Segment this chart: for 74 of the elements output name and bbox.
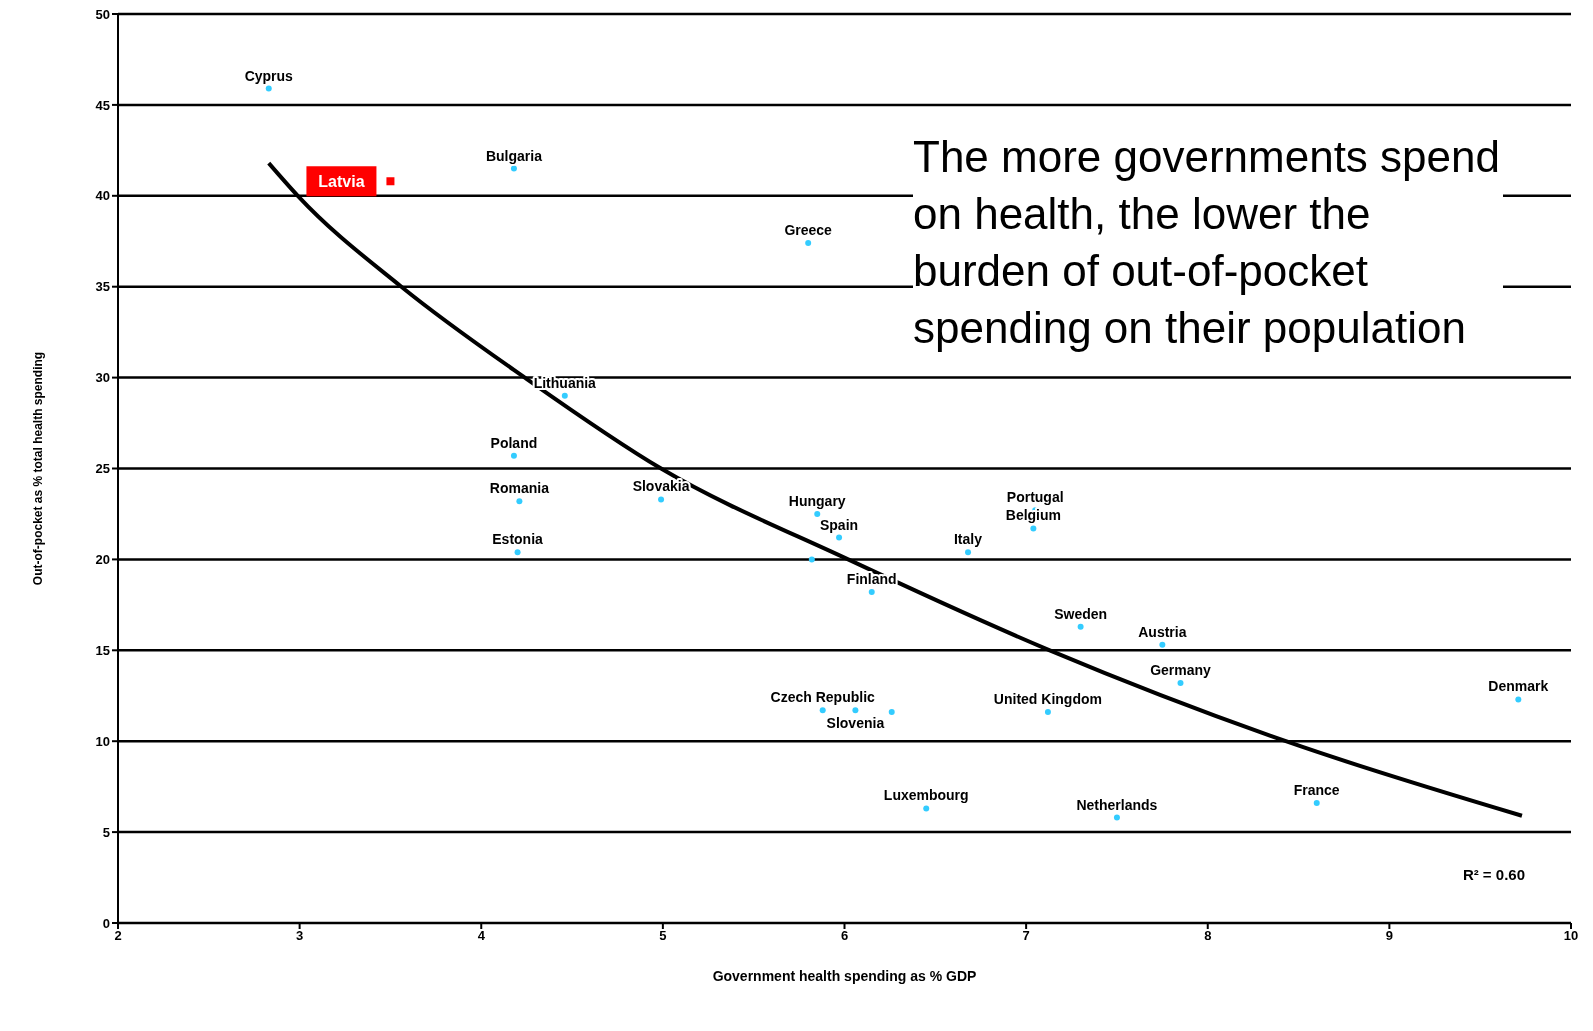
x-tick-label: 6 [840,928,849,944]
y-tick-label: 25 [95,461,110,477]
point [1515,696,1522,703]
data-label: Lithuania [533,374,597,391]
point [510,452,517,459]
point [1177,680,1184,687]
point [1044,709,1051,716]
data-label: Spain [819,516,859,533]
data-label: Romania [489,480,550,497]
point [561,392,568,399]
point [514,549,521,556]
data-label: Luxembourg [883,787,969,804]
data-label: Bulgaria [485,147,543,164]
point [923,805,930,812]
data-label: Poland [490,434,538,451]
y-tick-label: 45 [95,97,110,113]
point [852,707,859,714]
annotation: The more governments spend on health, the lower the burden of out-of-pocket spending on their population [913,128,1503,356]
point [386,177,395,186]
x-tick-label: 10 [1563,928,1579,944]
y-tick-label: 0 [102,915,110,931]
data-label: Hungary [788,492,846,509]
point [1030,525,1037,532]
point [814,510,821,517]
point [888,709,895,716]
point [965,549,972,556]
data-label: Slovakia [632,478,690,495]
y-tick-label: 20 [95,552,110,568]
point [1313,800,1320,807]
data-label: Sweden [1054,605,1108,622]
data-label: Czech Republic [770,689,876,706]
y-tick-label: 10 [95,733,110,749]
y-tick-label: 30 [95,370,110,386]
point [658,496,665,503]
x-tick-label: 4 [477,928,486,944]
data-label: Netherlands [1076,796,1158,813]
x-tick-label: 7 [1022,928,1030,944]
point [805,240,812,247]
data-label: Estonia [492,531,544,548]
point [516,498,523,505]
annotation: R² = 0.60 [1462,866,1525,883]
data-label: Slovenia [826,715,885,732]
point [1113,814,1120,821]
point [808,556,815,563]
y-tick-label: 40 [95,188,110,204]
x-tick-label: 8 [1204,928,1212,944]
data-label: Italy [954,531,983,548]
point [1077,623,1084,630]
data-label: United Kingdom [993,691,1102,708]
x-tick-label: 2 [114,928,122,944]
x-tick-label: 5 [659,928,667,944]
x-axis-title: Government health spending as % GDP [712,968,977,984]
series-label: Latvia [318,173,365,191]
data-label: Austria [1138,623,1187,640]
y-tick-label: 15 [95,642,110,658]
y-axis-title: Out-of-pocket as % total health spending [31,351,46,586]
data-label: Denmark [1488,678,1549,695]
point [819,707,826,714]
data-label: Greece [784,222,833,239]
point [1159,641,1166,648]
data-label: Germany [1150,662,1212,679]
point [265,85,272,92]
x-tick-label: 9 [1385,928,1393,944]
y-tick-label: 5 [102,824,110,840]
point [510,165,517,172]
y-tick-label: 50 [95,6,110,22]
point [868,589,875,596]
x-tick-label: 3 [296,928,304,944]
data-label: Portugal [1006,489,1064,506]
data-label: Belgium [1005,507,1062,524]
y-tick-label: 35 [95,279,110,295]
data-label: France [1293,782,1340,799]
data-label: Cyprus [244,67,294,84]
point [836,534,843,541]
